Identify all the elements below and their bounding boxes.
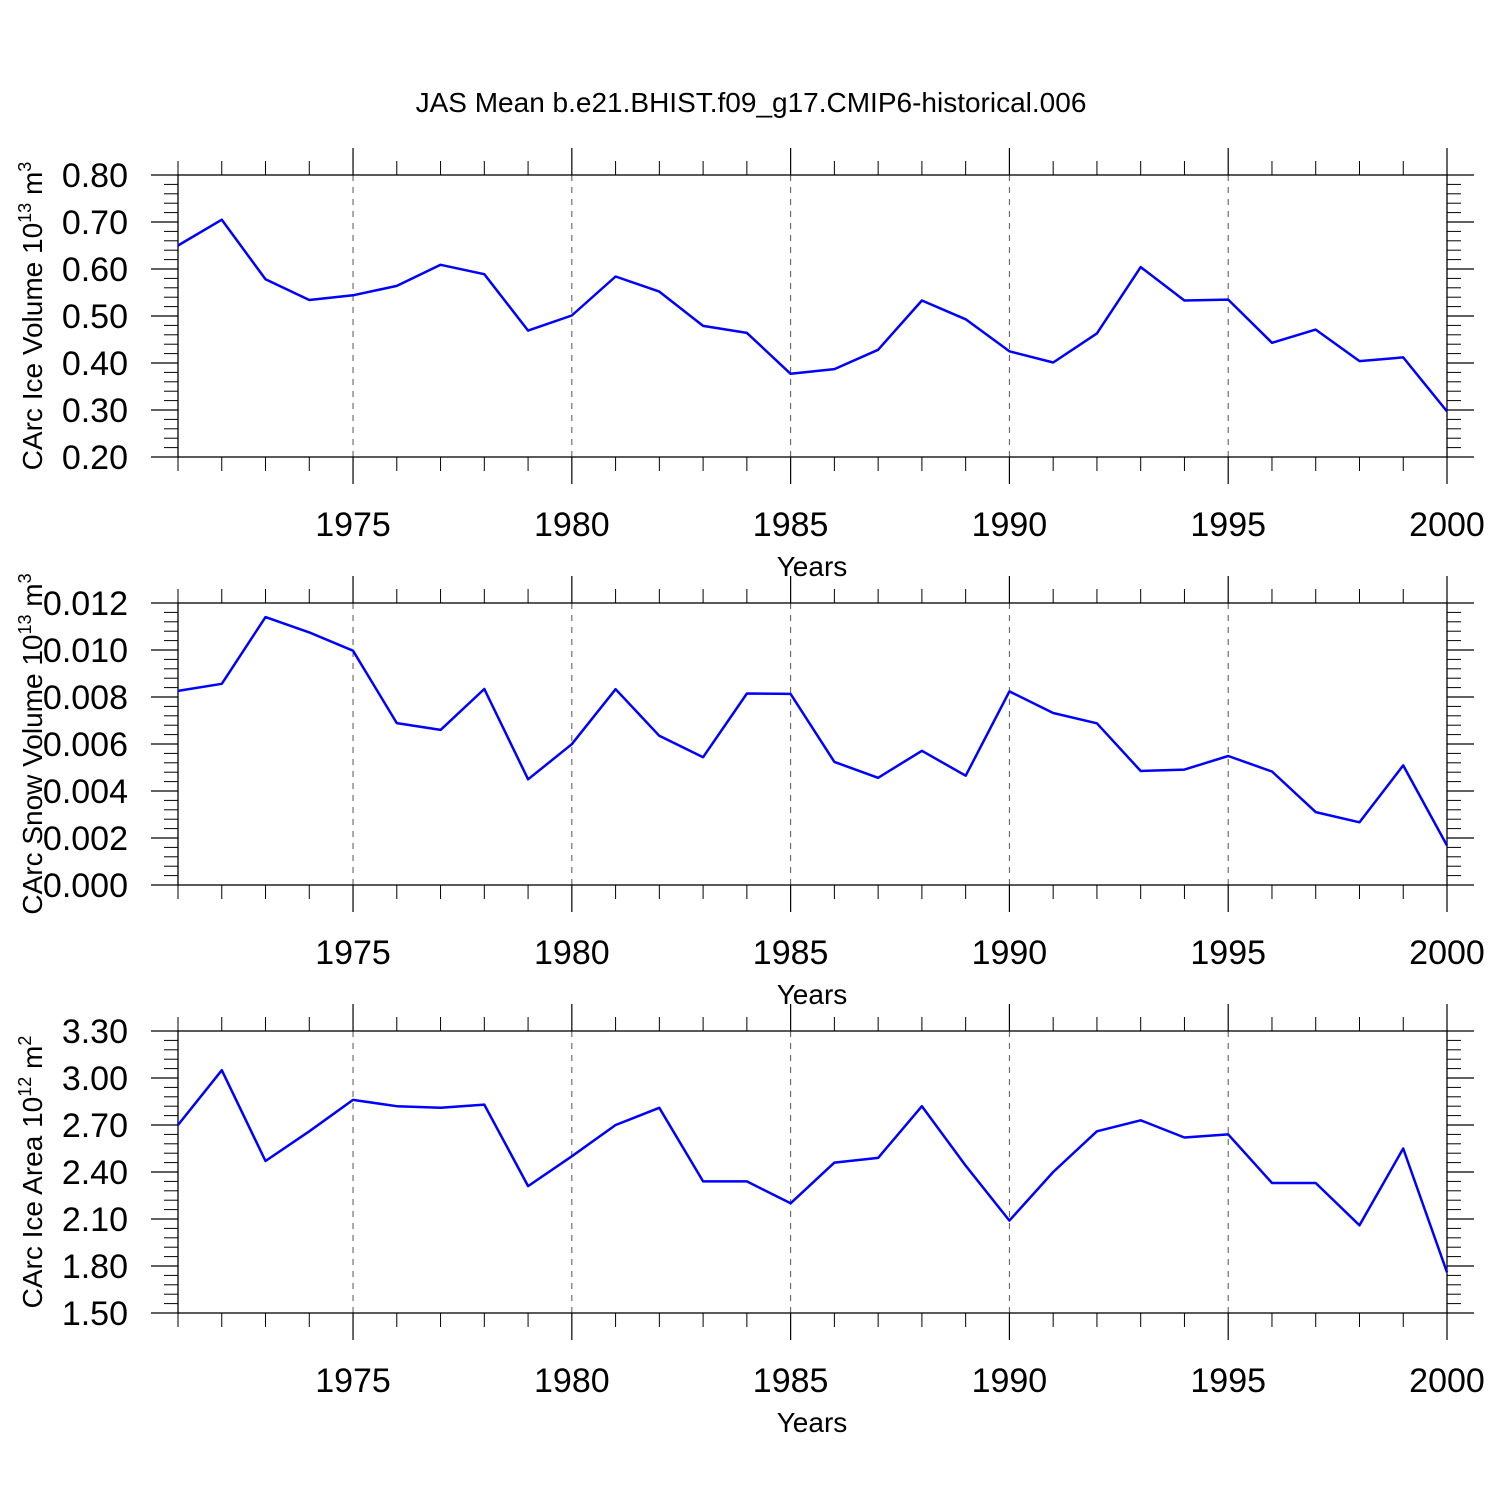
snow-volume-y-axis-title-exponent: 13 xyxy=(15,614,35,634)
ice-area-x-tick-label: 2000 xyxy=(1409,1362,1485,1400)
ice-volume-plot-frame xyxy=(177,174,1448,458)
ice-area-y-tick-label: 2.10 xyxy=(62,1201,128,1239)
ice-area-x-axis-title: Years xyxy=(777,1407,848,1438)
ice-area-y-tick-label: 1.50 xyxy=(62,1295,128,1333)
snow-volume-x-tick-label: 1975 xyxy=(315,934,391,972)
ice-volume-y-axis-title-main: CArc Ice Volume 10 xyxy=(17,223,48,470)
ice-area-y-tick-label: 3.30 xyxy=(62,1013,128,1051)
ice-area-x-tick-label: 1985 xyxy=(753,1362,829,1400)
ice-area-y-axis-title-unit-exponent: 2 xyxy=(15,1036,35,1046)
ice-volume-x-tick-label: 1980 xyxy=(534,506,610,544)
snow-volume-y-tick-label: 0.008 xyxy=(43,679,128,717)
snow-volume-y-tick-label: 0.000 xyxy=(43,867,128,905)
ice-area-y-axis-title-main: CArc Ice Area 10 xyxy=(17,1097,48,1309)
snow-volume-x-tick-label: 1980 xyxy=(534,934,610,972)
snow-volume-plot-frame xyxy=(177,602,1448,886)
snow-volume-y-tick-label: 0.010 xyxy=(43,632,128,670)
ice-area-y-tick-label: 3.00 xyxy=(62,1060,128,1098)
snow-volume-y-axis-title-main: CArc Snow Volume 10 xyxy=(17,635,48,915)
ice-area-y-axis-title: CArc Ice Area 1012 m2 xyxy=(15,1036,48,1309)
ice-area-y-tick-label: 2.40 xyxy=(62,1154,128,1192)
ice-volume-y-axis-title: CArc Ice Volume 1013 m3 xyxy=(15,162,48,471)
snow-volume-y-tick-label: 0.004 xyxy=(43,773,128,811)
ice-area-x-tick-label: 1990 xyxy=(972,1362,1048,1400)
snow-volume-y-tick-label: 0.012 xyxy=(43,585,128,623)
ice-area-y-axis-title-unit: m xyxy=(17,1046,48,1077)
ice-volume-y-tick-label: 0.40 xyxy=(62,345,128,383)
figure-title: JAS Mean b.e21.BHIST.f09_g17.CMIP6-histo… xyxy=(416,87,1087,118)
snow-volume-panel: 0.000 0.002 0.004 0.006 0.008 0.010 0.012 1975 1… xyxy=(15,573,1485,1010)
snow-volume-y-tick-label: 0.002 xyxy=(43,820,128,858)
snow-volume-x-tick-label: 1990 xyxy=(972,934,1048,972)
ice-volume-y-tick-label: 0.50 xyxy=(62,298,128,336)
ice-area-panel: 1.50 1.80 2.10 2.40 2.70 3.00 3.30 1975 1980 1985… xyxy=(15,1004,1485,1438)
snow-volume-y-tick-label: 0.006 xyxy=(43,726,128,764)
ice-volume-x-tick-label: 2000 xyxy=(1409,506,1485,544)
ice-area-x-tick-label: 1980 xyxy=(534,1362,610,1400)
ice-area-y-tick-label: 2.70 xyxy=(62,1107,128,1145)
ice-volume-series-line xyxy=(177,218,1448,413)
ice-volume-y-tick-label: 0.20 xyxy=(62,439,128,477)
ice-area-x-tick-label: 1975 xyxy=(315,1362,391,1400)
ice-area-plot-frame xyxy=(177,1030,1448,1314)
ice-area-series-line xyxy=(177,1068,1449,1273)
snow-volume-y-axis-title-unit-exponent: 3 xyxy=(15,573,35,583)
snow-volume-x-axis-title: Years xyxy=(777,979,848,1010)
snow-volume-y-axis-title-unit: m xyxy=(17,583,48,614)
ice-volume-y-axis-title-unit-exponent: 3 xyxy=(15,162,35,172)
ice-volume-x-axis-title: Years xyxy=(777,551,848,582)
ice-area-y-tick-label: 1.80 xyxy=(62,1248,128,1286)
snow-volume-x-tick-label: 1985 xyxy=(753,934,829,972)
ice-volume-x-tick-label: 1995 xyxy=(1190,506,1266,544)
snow-volume-y-axis-title: CArc Snow Volume 1013 m3 xyxy=(15,573,48,914)
ice-volume-x-tick-label: 1990 xyxy=(972,506,1048,544)
ice-volume-x-tick-label: 1975 xyxy=(315,506,391,544)
snow-volume-x-tick-label: 1995 xyxy=(1190,934,1266,972)
ice-area-y-axis-title-exponent: 12 xyxy=(15,1077,35,1097)
ice-volume-y-axis-title-exponent: 13 xyxy=(15,203,35,223)
ice-volume-panel: 0.20 0.30 0.40 0.50 0.60 0.70 0.80 1975 1980 1985… xyxy=(15,148,1485,582)
ice-area-x-tick-label: 1995 xyxy=(1190,1362,1266,1400)
snow-volume-series-line xyxy=(177,615,1449,847)
ice-volume-x-tick-label: 1985 xyxy=(753,506,829,544)
ice-volume-y-tick-label: 0.60 xyxy=(62,251,128,289)
snow-volume-x-tick-label: 2000 xyxy=(1409,934,1485,972)
ice-volume-y-axis-title-unit: m xyxy=(17,172,48,203)
ice-volume-y-tick-label: 0.30 xyxy=(62,392,128,430)
ice-volume-y-tick-label: 0.70 xyxy=(62,204,128,242)
ice-volume-y-tick-label: 0.80 xyxy=(62,157,128,195)
